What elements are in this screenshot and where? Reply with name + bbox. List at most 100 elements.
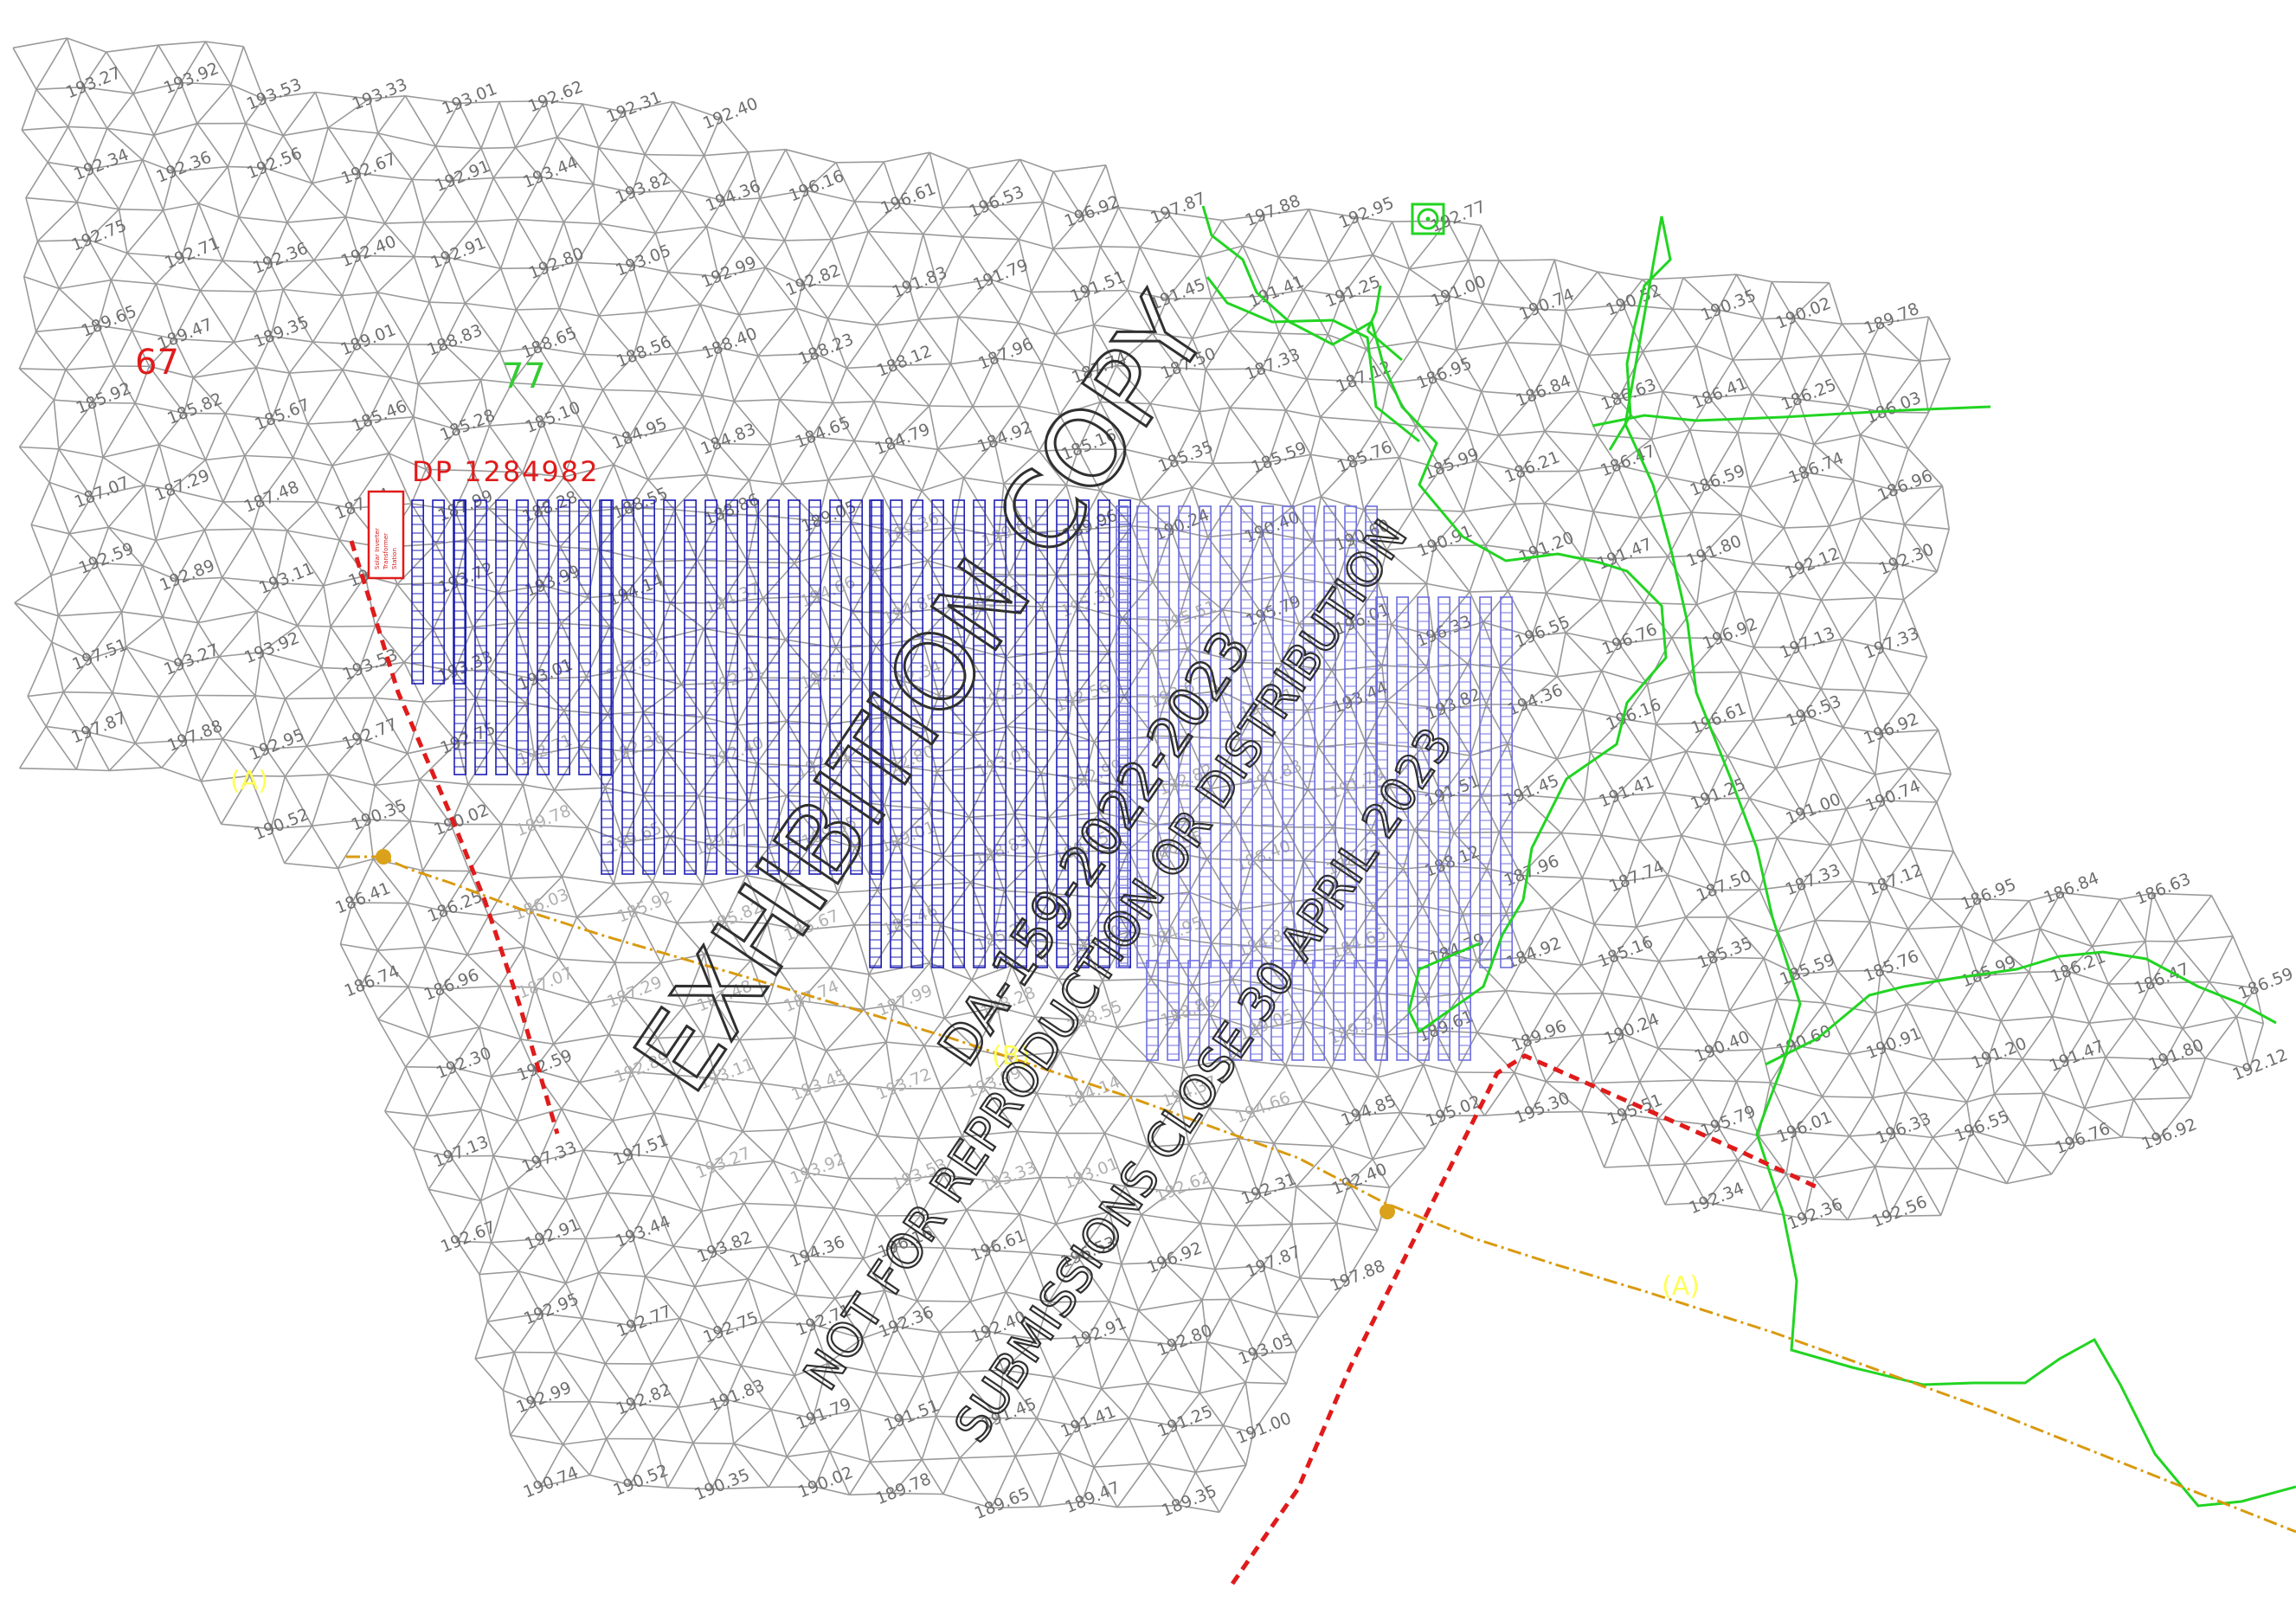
mesh-edge xyxy=(327,98,370,129)
mesh-edge xyxy=(1639,511,1692,519)
mesh-edge xyxy=(1655,723,1688,752)
mesh-edge xyxy=(917,1088,942,1140)
mesh-edge xyxy=(1639,476,1668,519)
mesh-edge xyxy=(141,159,164,211)
mesh-edge xyxy=(328,737,360,775)
mesh-edge xyxy=(600,222,656,234)
mesh-edge xyxy=(25,196,77,203)
mesh-edge xyxy=(286,530,325,587)
mesh-edge xyxy=(1708,359,1734,398)
mesh-edge xyxy=(1399,905,1424,947)
mesh-edge xyxy=(196,656,220,696)
mesh-edge xyxy=(1841,323,1866,355)
mesh-edge xyxy=(579,1082,614,1122)
mesh-edge xyxy=(927,560,974,575)
mesh-edge xyxy=(359,661,405,670)
mesh-edge xyxy=(997,1006,1036,1018)
mesh-edge xyxy=(1093,1418,1130,1468)
mesh-edge xyxy=(846,367,875,402)
mesh-edge xyxy=(517,219,547,269)
mesh-edge xyxy=(684,427,707,476)
mesh-edge xyxy=(511,346,540,383)
mesh-edge xyxy=(653,881,704,885)
mesh-edge xyxy=(1828,282,1843,325)
mesh-edge xyxy=(633,881,653,912)
mesh-edge xyxy=(800,929,832,968)
mesh-edge xyxy=(561,1082,581,1109)
mesh-edge xyxy=(705,200,724,228)
mesh-edge xyxy=(1778,646,1798,681)
mesh-edge xyxy=(717,442,771,446)
mesh-edge xyxy=(827,286,849,319)
mesh-edge xyxy=(144,444,160,485)
mesh-edge xyxy=(1083,1019,1102,1060)
mesh-edge xyxy=(652,1195,674,1247)
mesh-edge xyxy=(909,1174,944,1180)
mesh-edge xyxy=(1058,1452,1095,1468)
mesh-edge xyxy=(1663,390,1710,399)
mesh-edge xyxy=(1740,672,1754,721)
mesh-edge xyxy=(553,1002,591,1045)
mesh-edge xyxy=(1041,333,1057,364)
mesh-edge xyxy=(785,148,837,164)
mesh-edge xyxy=(538,511,562,548)
mesh-edge xyxy=(1148,896,1166,937)
mesh-edge xyxy=(853,924,870,975)
mesh-edge xyxy=(703,627,727,684)
mesh-edge xyxy=(158,41,206,46)
mesh-edge xyxy=(807,1172,850,1180)
mesh-edge xyxy=(540,1283,567,1315)
mesh-edge xyxy=(414,255,448,259)
mesh-edge xyxy=(1255,1028,1287,1066)
mesh-edge xyxy=(1007,1016,1036,1058)
mesh-edge xyxy=(35,325,99,333)
mesh-edge xyxy=(713,1251,749,1280)
mesh-edge xyxy=(1994,1092,2044,1096)
mesh-edge xyxy=(1582,511,1594,558)
mesh-edge xyxy=(30,524,70,535)
mesh-edge xyxy=(1706,1201,1761,1212)
mesh-edge xyxy=(936,448,965,479)
mesh-edge xyxy=(1123,448,1142,501)
mesh-edge xyxy=(180,82,198,124)
mesh-edge xyxy=(449,1155,482,1201)
mesh-edge xyxy=(1077,1425,1095,1468)
mesh-edge xyxy=(875,1178,910,1217)
mesh-edge xyxy=(921,1459,944,1495)
mesh-edge xyxy=(920,1209,967,1217)
mesh-edge xyxy=(2190,1058,2207,1098)
mesh-edge xyxy=(467,743,495,785)
mesh-edge xyxy=(1482,590,1509,623)
mesh-edge xyxy=(2175,941,2210,983)
mesh-edge xyxy=(205,454,245,461)
mesh-edge xyxy=(1903,599,1928,658)
mesh-edge xyxy=(676,923,705,955)
mesh-edge xyxy=(256,582,277,612)
mesh-edge xyxy=(1120,1264,1140,1311)
mesh-edge xyxy=(1749,472,1806,488)
mesh-edge xyxy=(1199,1392,1225,1426)
mesh-edge xyxy=(1413,794,1443,831)
mesh-edge xyxy=(534,987,555,1045)
mesh-edge xyxy=(1456,342,1508,351)
mesh-edge xyxy=(1759,1130,1794,1137)
mesh-edge xyxy=(242,46,265,100)
mesh-edge xyxy=(629,479,649,509)
mesh-edge xyxy=(837,892,855,926)
mesh-edge xyxy=(337,819,370,869)
mesh-edge xyxy=(523,511,540,542)
mesh-edge xyxy=(171,489,224,503)
mesh-edge xyxy=(1037,851,1071,858)
mesh-edge xyxy=(1484,503,1516,546)
mesh-edge xyxy=(582,103,624,113)
mesh-edge xyxy=(1778,679,1822,690)
mesh-edge xyxy=(238,216,287,223)
mesh-edge xyxy=(563,676,588,711)
mesh-edge xyxy=(1174,1341,1207,1346)
mesh-edge xyxy=(1734,563,1754,592)
mesh-edge xyxy=(1299,897,1328,952)
mesh-edge xyxy=(269,262,284,290)
mesh-edge xyxy=(899,607,952,614)
mesh-edge xyxy=(608,996,625,1036)
